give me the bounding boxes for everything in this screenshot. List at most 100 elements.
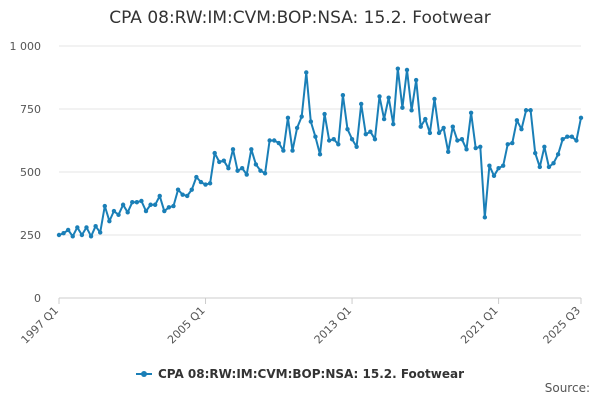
data-point: [148, 202, 153, 207]
data-point: [253, 162, 259, 167]
data-point: [322, 111, 327, 117]
data-point: [436, 130, 442, 136]
data-point: [125, 210, 130, 215]
data-point: [120, 202, 126, 207]
data-point: [336, 142, 341, 147]
data-point: [226, 166, 231, 171]
data-point: [455, 138, 460, 143]
data-point: [98, 230, 103, 235]
data-point: [468, 110, 474, 115]
data-point: [345, 126, 350, 132]
data-point: [381, 116, 387, 122]
gridlines: [59, 45, 581, 299]
x-tick-label: 2025 Q3: [541, 304, 584, 347]
data-point: [230, 147, 236, 152]
data-point: [294, 125, 300, 131]
data-point: [134, 200, 140, 205]
data-point: [308, 119, 314, 124]
data-point: [409, 108, 414, 113]
data-point: [267, 138, 272, 143]
data-point: [404, 67, 410, 73]
data-point: [65, 227, 71, 233]
data-point: [432, 96, 437, 102]
data-point: [464, 147, 469, 152]
data-point: [162, 208, 167, 214]
data-point: [528, 108, 533, 113]
data-point: [285, 115, 291, 121]
data-point: [391, 121, 396, 127]
x-tick-label: 1997 Q1: [19, 304, 62, 347]
data-point: [496, 166, 501, 171]
data-point: [510, 140, 515, 146]
x-tick-label: 2013 Q1: [312, 304, 355, 347]
data-point: [175, 187, 181, 192]
data-point: [111, 208, 117, 214]
source-label: Source:: [544, 381, 590, 395]
data-point: [331, 137, 336, 142]
data-point: [84, 225, 89, 230]
data-point: [313, 134, 318, 139]
data-point: [157, 193, 162, 199]
data-point: [349, 137, 355, 142]
data-point: [386, 95, 391, 100]
data-point: [203, 182, 208, 187]
data-point: [56, 232, 62, 238]
legend-label: CPA 08:RW:IM:CVM:BOP:NSA: 15.2. Footwear: [157, 367, 465, 381]
legend-item-footwear[interactable]: CPA 08:RW:IM:CVM:BOP:NSA: 15.2. Footwear: [135, 367, 465, 381]
data-point: [427, 130, 433, 136]
data-point: [221, 158, 227, 163]
data-point: [212, 150, 217, 156]
data-point: [116, 212, 121, 218]
x-tick-label: 2005 Q1: [165, 304, 208, 347]
data-point: [505, 142, 510, 147]
data-point: [61, 231, 66, 236]
data-point: [491, 173, 497, 178]
data-point: [207, 181, 213, 186]
data-point: [413, 77, 419, 83]
data-point: [217, 159, 222, 165]
data-point: [276, 140, 281, 146]
data-point: [473, 145, 478, 151]
data-point: [152, 202, 158, 207]
data-point: [478, 144, 483, 149]
data-point: [102, 203, 107, 209]
data-point: [262, 171, 268, 176]
y-tick-label: 500: [20, 166, 41, 179]
data-point: [514, 118, 520, 123]
data-point: [258, 168, 263, 173]
data-point: [500, 163, 506, 168]
data-point: [459, 137, 465, 142]
data-point: [519, 126, 524, 132]
y-tick-label: 1 000: [10, 40, 42, 53]
legend: CPA 08:RW:IM:CVM:BOP:NSA: 15.2. Footwear: [0, 364, 600, 381]
data-point: [75, 225, 80, 230]
data-point: [395, 66, 401, 71]
data-point: [93, 223, 98, 229]
data-point: [340, 92, 346, 98]
data-point: [423, 116, 428, 122]
series-footwear: [56, 66, 584, 239]
data-point: [487, 163, 492, 168]
data-point: [523, 108, 529, 113]
data-point: [235, 168, 240, 173]
data-point: [574, 138, 579, 143]
data-point: [578, 115, 584, 121]
y-tick-label: 0: [34, 292, 41, 305]
data-point: [565, 134, 570, 139]
data-point: [281, 148, 286, 153]
y-tick-label: 750: [20, 103, 41, 116]
data-point: [537, 164, 542, 170]
data-point: [363, 132, 368, 137]
data-point: [70, 234, 75, 239]
data-point: [368, 129, 373, 134]
data-point: [272, 138, 277, 143]
data-point: [400, 105, 405, 110]
axes: 0 250 500 750 1 000 1997 Q1 2005 Q1 2013 Q1 2021…: [10, 40, 584, 346]
data-point: [317, 152, 323, 157]
data-point: [542, 144, 547, 149]
data-point: [299, 114, 304, 119]
legend-swatch: [135, 371, 152, 377]
data-point: [569, 134, 575, 139]
data-point: [171, 203, 176, 209]
